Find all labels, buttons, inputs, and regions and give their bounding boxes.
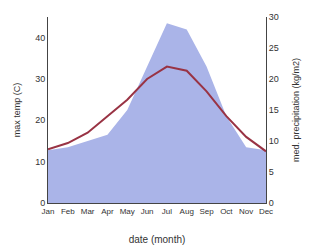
svg-text:15: 15 (269, 105, 279, 115)
svg-text:25: 25 (269, 43, 279, 53)
svg-text:30: 30 (269, 12, 279, 22)
svg-text:Nov: Nov (239, 207, 253, 216)
svg-text:Aug: Aug (180, 207, 194, 216)
svg-text:40: 40 (35, 33, 45, 43)
svg-text:Apr: Apr (101, 207, 114, 216)
svg-text:Dec: Dec (259, 207, 273, 216)
svg-text:Oct: Oct (220, 207, 233, 216)
svg-text:med. precipitation (kg/m2): med. precipitation (kg/m2) (291, 58, 301, 162)
svg-text:30: 30 (35, 74, 45, 84)
svg-text:Mar: Mar (81, 207, 95, 216)
svg-text:0: 0 (269, 198, 274, 208)
svg-text:Jun: Jun (141, 207, 154, 216)
svg-text:0: 0 (40, 198, 45, 208)
svg-text:max temp (C): max temp (C) (12, 83, 22, 138)
svg-text:Feb: Feb (61, 207, 75, 216)
svg-text:10: 10 (35, 157, 45, 167)
svg-text:20: 20 (35, 115, 45, 125)
svg-text:20: 20 (269, 74, 279, 84)
svg-text:10: 10 (269, 136, 279, 146)
svg-text:Sep: Sep (199, 207, 214, 216)
svg-text:Jan: Jan (42, 207, 55, 216)
svg-text:May: May (120, 207, 135, 216)
svg-text:Jul: Jul (162, 207, 172, 216)
svg-text:5: 5 (269, 167, 274, 177)
svg-text:date (month): date (month) (129, 234, 186, 245)
